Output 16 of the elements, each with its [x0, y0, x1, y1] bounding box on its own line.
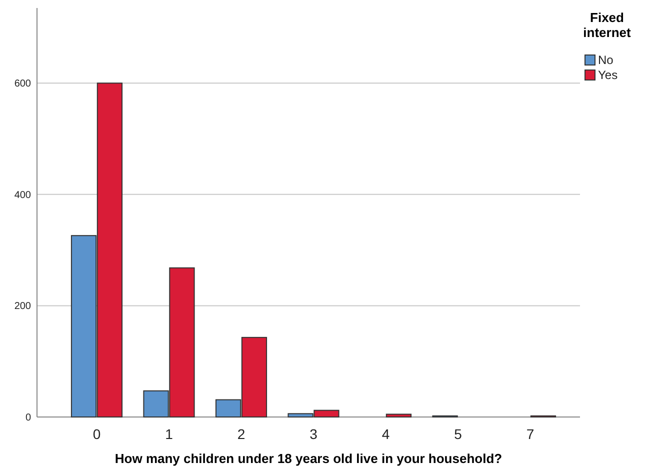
y-tick-label: 400 [14, 190, 32, 201]
x-axis-title: How many children under 18 years old live in your household? [114, 451, 502, 466]
y-tick-label: 200 [14, 301, 32, 312]
x-tick-label: 5 [454, 426, 462, 442]
y-tick-label: 600 [14, 78, 32, 90]
y-tick-label: 0 [25, 412, 32, 424]
x-tick-label: 0 [92, 426, 101, 442]
x-tick-label: 1 [165, 426, 174, 442]
legend-title: Fixed internet [583, 10, 632, 40]
x-tick-label: 3 [310, 426, 318, 442]
bar [386, 414, 412, 418]
legend-label: Yes [598, 68, 618, 82]
x-tick-label: 4 [382, 426, 390, 442]
x-tick-label: 7 [526, 426, 534, 442]
legend-label: No [598, 53, 614, 68]
x-tick-label: 2 [237, 426, 246, 442]
